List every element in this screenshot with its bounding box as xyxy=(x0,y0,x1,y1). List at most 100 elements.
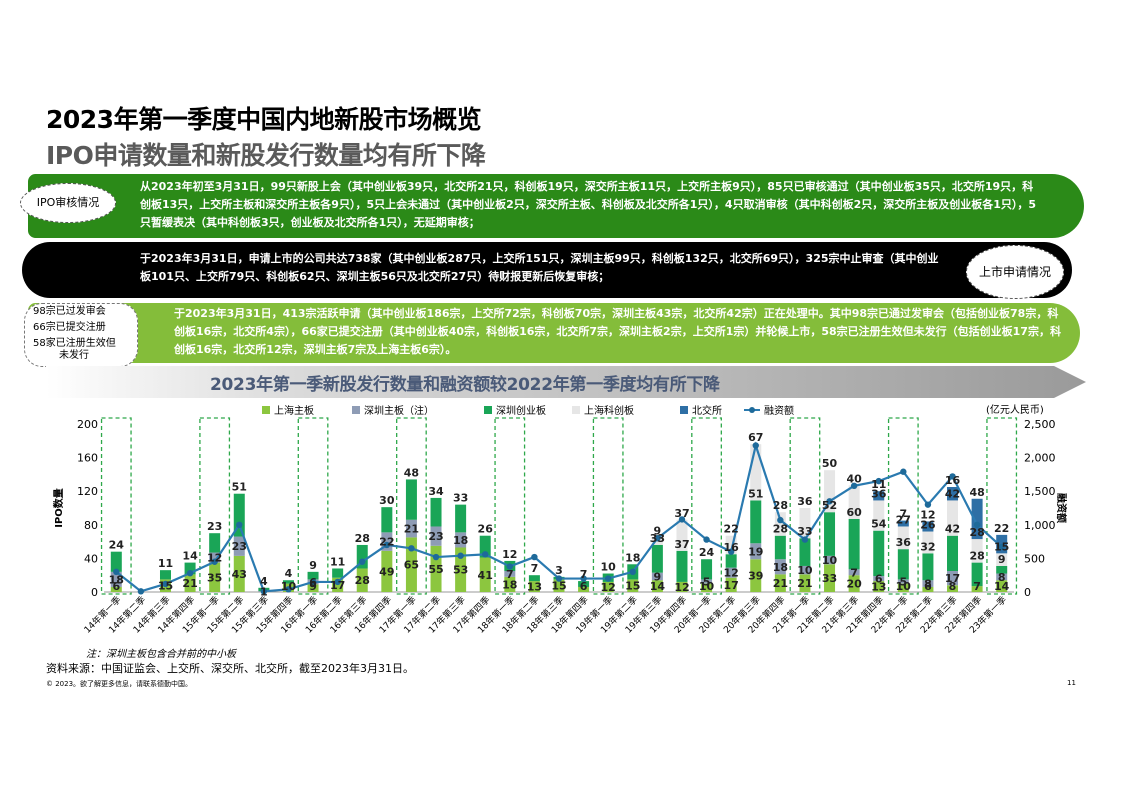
bar-segment xyxy=(430,545,442,592)
bar-segment xyxy=(528,581,540,592)
financing-point xyxy=(482,551,489,558)
financing-point xyxy=(580,575,587,582)
section-arrow xyxy=(46,366,1086,398)
bar-segment xyxy=(848,518,860,570)
bar-segment xyxy=(651,572,663,581)
bar-segment xyxy=(356,544,368,569)
bar-value-label: 1 xyxy=(260,586,268,599)
x-tick-label: 14年第二季 xyxy=(106,594,148,636)
bar-segment xyxy=(824,564,836,592)
bar-segment xyxy=(504,576,516,592)
x-tick-label: 22年第一季 xyxy=(868,594,910,636)
bar-value-label: 41 xyxy=(478,569,493,582)
ipo-review-band xyxy=(28,174,1084,238)
y2-axis-title: 融资额 xyxy=(1055,493,1068,523)
bar-segment xyxy=(873,581,885,592)
bar-segment xyxy=(897,520,909,527)
x-tick-label: 19年第四季 xyxy=(647,594,689,636)
bar-value-label: 9 xyxy=(309,559,317,572)
bar-segment xyxy=(799,538,811,566)
y-tick-label: 160 xyxy=(77,452,98,465)
financing-point xyxy=(801,536,809,543)
bar-value-label: 27 xyxy=(896,513,911,526)
bar-value-label: 23 xyxy=(207,520,222,533)
bar-value-label: 67 xyxy=(748,431,763,444)
bar-segment xyxy=(209,552,221,563)
bar-value-label: 28 xyxy=(773,523,788,536)
bar-segment xyxy=(848,485,860,519)
bar-segment xyxy=(799,508,811,539)
financing-point xyxy=(113,568,120,576)
bar-segment xyxy=(725,554,737,568)
financing-point xyxy=(678,516,686,523)
amount-unit-label: (亿元人民币) xyxy=(986,405,1044,416)
bar-value-label: 4 xyxy=(260,575,268,588)
legend-label: 上海科创板 xyxy=(584,404,634,417)
bar-value-label: 6 xyxy=(309,576,317,589)
bar-value-label: 32 xyxy=(920,540,935,553)
bar-value-label: 7 xyxy=(580,568,588,581)
bar-segment xyxy=(651,544,663,573)
bar-segment xyxy=(258,587,270,592)
financing-point xyxy=(211,558,218,565)
legend-label: 深圳主板（注） xyxy=(364,404,434,417)
bar-segment xyxy=(110,586,122,592)
q1-highlight-box xyxy=(986,417,1018,595)
x-tick-label: 17年第四季 xyxy=(450,594,492,636)
bar-value-label: 28 xyxy=(355,532,370,545)
bar-segment xyxy=(504,560,516,571)
bar-segment xyxy=(332,568,344,578)
financing-line xyxy=(115,441,1003,593)
page-subtitle: IPO申请数量和新股发行数量均有所下降 xyxy=(46,141,486,170)
bar-value-label: 9 xyxy=(998,553,1006,566)
bar-segment xyxy=(824,470,836,513)
x-tick-label: 21年第三季 xyxy=(819,594,861,636)
bar-value-label: 53 xyxy=(453,564,468,577)
bar-segment xyxy=(676,581,688,592)
bar-value-label: 12 xyxy=(920,508,935,521)
financing-point xyxy=(432,553,440,561)
bar-value-label: 15 xyxy=(994,540,1009,553)
registered-not-issued-label: 58家已注册生效但 xyxy=(33,338,116,349)
bar-value-label: 48 xyxy=(404,466,419,479)
bar-value-label: 5 xyxy=(899,576,907,589)
bar-segment xyxy=(381,507,393,533)
bar-segment xyxy=(233,555,245,592)
bar-value-label: 22 xyxy=(379,536,394,549)
x-tick-label: 20年第四季 xyxy=(745,594,787,636)
bar-value-label: 12 xyxy=(601,581,616,594)
bar-segment xyxy=(405,519,417,538)
bar-value-label: 14 xyxy=(650,580,666,593)
bar-segment xyxy=(922,521,934,532)
bar-segment xyxy=(233,536,245,556)
bar-value-label: 9 xyxy=(654,524,662,537)
bar-value-label: 15 xyxy=(625,580,640,593)
x-tick-label: 17年第三季 xyxy=(426,594,468,636)
bar-value-label: 42 xyxy=(945,487,960,500)
x-tick-label: 18年第一季 xyxy=(475,594,517,636)
bar-segment xyxy=(996,565,1008,574)
bar-segment xyxy=(627,579,639,592)
financing-point xyxy=(531,553,538,561)
bar-segment xyxy=(307,579,319,585)
bar-value-label: 12 xyxy=(724,567,739,580)
bar-value-label: 42 xyxy=(945,523,960,536)
bar-segment xyxy=(701,559,713,580)
bar-segment xyxy=(184,562,196,575)
bar-segment xyxy=(627,564,639,580)
bar-segment xyxy=(774,535,786,560)
bar-segment xyxy=(947,571,959,586)
y-tick-label: 80 xyxy=(84,519,98,532)
financing-point xyxy=(457,552,464,559)
financing-point xyxy=(604,575,612,582)
bar-segment xyxy=(479,535,491,558)
bar-value-label: 7 xyxy=(973,580,981,593)
bar-segment xyxy=(258,591,270,592)
bar-segment xyxy=(922,580,934,587)
bar-segment xyxy=(430,526,442,546)
bar-value-label: 12 xyxy=(502,548,517,561)
bar-value-label: 28 xyxy=(969,526,984,539)
bar-segment xyxy=(996,580,1008,592)
bar-segment xyxy=(947,585,959,592)
y2-tick-label: 1,500 xyxy=(1024,485,1056,498)
